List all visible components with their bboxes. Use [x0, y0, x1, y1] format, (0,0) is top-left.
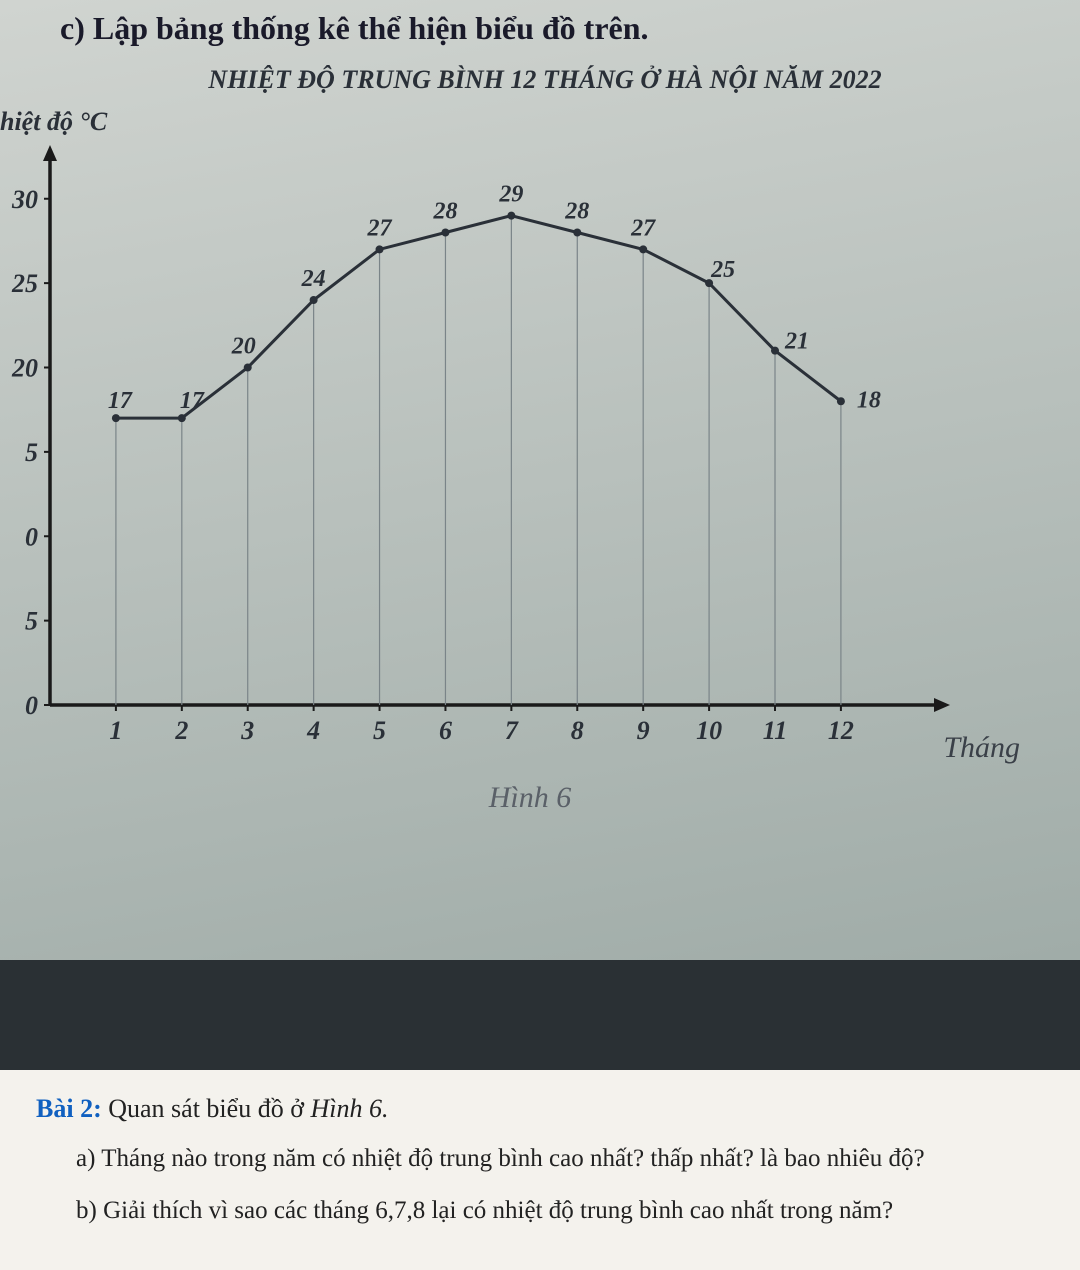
svg-text:18: 18 [857, 387, 881, 413]
bai2-sub-b: b) Giải thích vì sao các tháng 6,7,8 lại… [76, 1192, 1044, 1230]
svg-text:9: 9 [637, 716, 650, 745]
svg-text:27: 27 [367, 215, 393, 241]
svg-text:6: 6 [439, 716, 452, 745]
svg-text:0: 0 [25, 522, 38, 551]
x-axis-label: Tháng [943, 731, 1020, 765]
svg-text:2: 2 [174, 716, 188, 745]
svg-text:25: 25 [11, 269, 38, 298]
svg-text:28: 28 [432, 199, 457, 225]
line-chart-svg: 0505202530123456789101112171720242728292… [0, 145, 1000, 825]
svg-text:25: 25 [710, 257, 735, 283]
svg-text:4: 4 [306, 716, 320, 745]
svg-text:8: 8 [571, 716, 584, 745]
svg-text:0: 0 [25, 691, 38, 720]
svg-text:7: 7 [505, 716, 519, 745]
svg-text:27: 27 [630, 215, 656, 241]
bai2-rest: Quan sát biểu đồ ở [102, 1094, 311, 1123]
svg-text:20: 20 [11, 354, 38, 383]
svg-text:17: 17 [180, 388, 205, 414]
bai2-fig-ref: Hình 6. [310, 1094, 388, 1123]
svg-text:17: 17 [108, 388, 133, 414]
svg-text:20: 20 [231, 334, 256, 360]
svg-text:28: 28 [564, 199, 589, 225]
bai2-sub-a: a) Tháng nào trong năm có nhiệt độ trung… [76, 1140, 1044, 1178]
svg-text:5: 5 [25, 607, 38, 636]
chart-page-region: c) Lập bảng thống kê thể hiện biểu đồ tr… [0, 0, 1080, 960]
bai2-header: Bài 2: Quan sát biểu đồ ở Hình 6. [36, 1094, 1044, 1124]
svg-text:10: 10 [696, 716, 722, 745]
question-c-text: c) Lập bảng thống kê thể hiện biểu đồ tr… [0, 10, 1060, 47]
separator-dark-bar [0, 960, 1080, 1070]
svg-text:30: 30 [11, 185, 38, 214]
chart-title: NHIỆT ĐỘ TRUNG BÌNH 12 THÁNG Ở HÀ NỘI NĂ… [0, 65, 1060, 95]
y-axis-label: hiệt độ °C [0, 107, 1060, 137]
question-block-bai2: Bài 2: Quan sát biểu đồ ở Hình 6. a) Thá… [0, 1070, 1080, 1270]
svg-text:21: 21 [784, 329, 809, 355]
chart-container: 0505202530123456789101112171720242728292… [0, 145, 1060, 825]
figure-caption: Hình 6 [489, 781, 572, 815]
svg-text:24: 24 [301, 266, 326, 292]
svg-text:1: 1 [109, 716, 122, 745]
svg-text:11: 11 [763, 716, 788, 745]
svg-text:12: 12 [828, 716, 854, 745]
svg-text:5: 5 [25, 438, 38, 467]
svg-text:5: 5 [373, 716, 386, 745]
svg-text:29: 29 [498, 182, 523, 208]
bai2-label: Bài 2: [36, 1094, 102, 1123]
svg-text:3: 3 [240, 716, 254, 745]
